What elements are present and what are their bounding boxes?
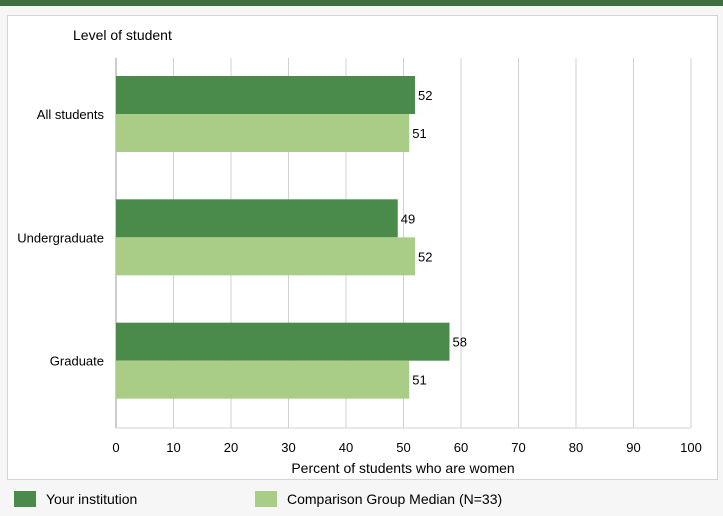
legend-label-comparison-median: Comparison Group Median (N=33): [287, 491, 503, 507]
x-tick-label: 80: [569, 440, 583, 455]
x-tick-label: 100: [680, 440, 702, 455]
x-tick-label: 70: [511, 440, 525, 455]
value-labels: 52 51 49 52 58 51: [401, 88, 467, 388]
bar: [116, 114, 410, 152]
bar: [116, 360, 410, 399]
bar-chart: 52 51 49 52 58 51 0 10 20 30 40 50 60 70 80 90 100 All …: [17, 27, 702, 476]
x-tick-label: 20: [224, 440, 238, 455]
bar: [116, 76, 415, 114]
data-label: 51: [412, 126, 426, 141]
data-label: 49: [401, 211, 415, 226]
bar: [116, 322, 450, 361]
category-label: Graduate: [50, 354, 104, 369]
legend-item-your-institution: Your institution: [14, 490, 137, 508]
header-accent-bar: [0, 0, 723, 6]
bar: [116, 237, 415, 276]
x-tick-label: 60: [454, 440, 468, 455]
legend-swatch-your-institution: [14, 491, 36, 507]
x-tick-label: 30: [281, 440, 295, 455]
legend: [0, 480, 723, 516]
category-label: All students: [37, 107, 105, 122]
y-axis-title: Level of student: [73, 27, 172, 43]
category-label: Undergraduate: [17, 230, 104, 245]
x-axis-title: Percent of students who are women: [291, 460, 514, 476]
x-tick-label: 90: [626, 440, 640, 455]
category-labels: All students Undergraduate Graduate: [17, 107, 104, 369]
legend-label-your-institution: Your institution: [46, 491, 138, 507]
legend-item-comparison-median: Comparison Group Median (N=33): [255, 490, 502, 508]
x-tick-label: 50: [396, 440, 410, 455]
x-tick-label: 10: [166, 440, 180, 455]
bar: [116, 199, 398, 238]
x-tick-label: 40: [339, 440, 353, 455]
data-label: 52: [418, 249, 432, 264]
legend-swatch-comparison-median: [255, 491, 277, 507]
x-tick-labels: 0 10 20 30 40 50 60 70 80 90 100: [112, 440, 701, 455]
data-label: 52: [418, 88, 432, 103]
data-label: 58: [453, 335, 467, 350]
data-label: 51: [412, 373, 426, 388]
x-tick-label: 0: [112, 440, 119, 455]
bars: [116, 76, 450, 399]
